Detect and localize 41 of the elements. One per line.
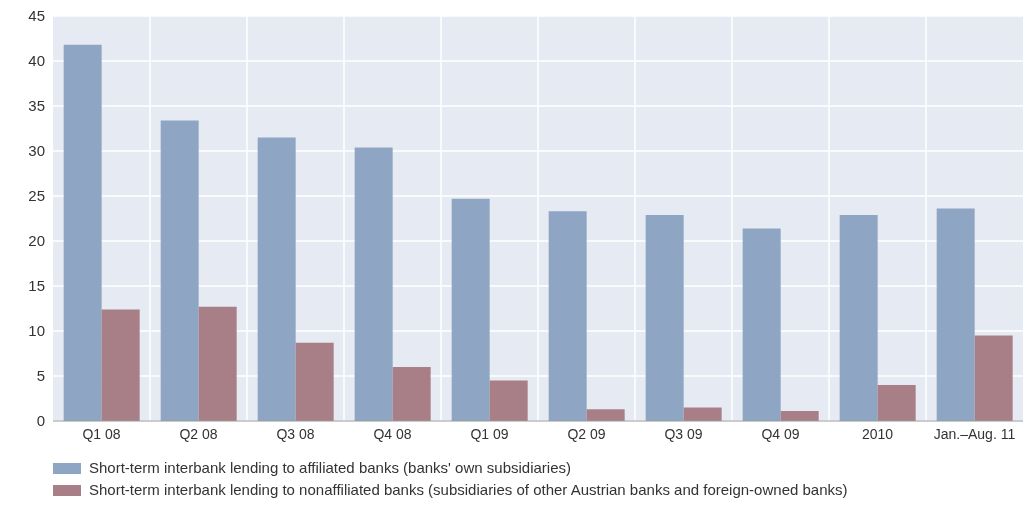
y-tick-label: 10 <box>28 322 45 340</box>
bar <box>548 211 587 421</box>
x-tick-label: 2010 <box>861 425 894 442</box>
y-tick-label: 35 <box>28 97 45 115</box>
x-tick-label: Q3 08 <box>276 425 315 442</box>
legend-label: Short-term interbank lending to nonaffiliated banks (subsidiaries of other Austrian banks and foreign-owned banks) <box>89 480 848 500</box>
y-tick-label: 40 <box>28 52 45 70</box>
y-tick-label: 15 <box>28 277 45 295</box>
y-tick-label: 30 <box>28 142 45 160</box>
bar <box>63 44 102 421</box>
bar <box>354 147 393 421</box>
bar <box>586 409 625 421</box>
x-tick-label: Q2 09 <box>567 425 606 442</box>
x-tick-label: Jan.–Aug. 11 <box>933 425 1016 442</box>
x-tick-label: Q3 09 <box>664 425 703 442</box>
y-tick-label: 45 <box>28 7 45 25</box>
legend-label: Short-term interbank lending to affiliated banks (banks' own subsidiaries) <box>89 458 572 478</box>
y-tick-label: 25 <box>28 187 45 205</box>
y-tick-label: 0 <box>36 412 45 430</box>
x-tick-label: Q4 08 <box>373 425 412 442</box>
x-tick-label: Q1 08 <box>82 425 121 442</box>
bar <box>257 137 296 421</box>
bar <box>451 198 490 421</box>
bar <box>839 214 878 421</box>
x-tick-label: Q2 08 <box>179 425 218 442</box>
bar <box>160 120 199 421</box>
bar <box>101 309 140 421</box>
y-tick-label: 5 <box>36 367 45 385</box>
bar <box>198 306 237 421</box>
bar <box>645 214 684 421</box>
bar <box>877 385 916 421</box>
bar <box>742 228 781 421</box>
bar <box>936 208 975 421</box>
bar <box>392 367 431 421</box>
x-tick-label: Q1 09 <box>470 425 509 442</box>
y-tick-label: 20 <box>28 232 45 250</box>
bar <box>974 335 1013 421</box>
bar <box>780 411 819 421</box>
x-tick-label: Q4 09 <box>761 425 800 442</box>
bar <box>295 342 334 421</box>
bar <box>489 380 528 421</box>
